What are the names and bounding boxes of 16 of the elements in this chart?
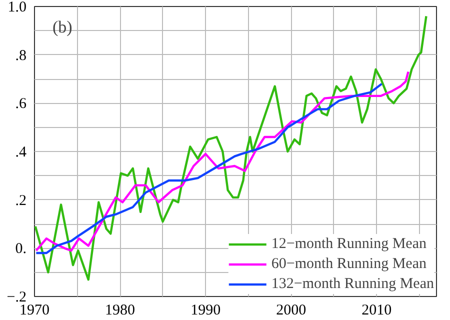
legend-label: 60−month Running Mean [271, 256, 426, 272]
legend-label: 132−month Running Mean [271, 276, 434, 292]
x-tick-label: 1970 [20, 302, 50, 318]
y-tick-label: .4 [15, 144, 27, 160]
legend-label: 12−month Running Mean [271, 236, 426, 252]
annotation: (b) [52, 18, 72, 36]
x-tick-label: 1980 [105, 302, 136, 318]
x-tick-label: 2000 [276, 302, 306, 318]
x-tick-label: 2010 [362, 302, 392, 318]
y-tick-label: 1.0 [8, 0, 26, 16]
y-tick-label: .2 [15, 192, 26, 209]
y-tick-label: .8 [15, 48, 26, 64]
y-tick-label: .6 [15, 96, 27, 112]
y-tick-label: −.2 [6, 290, 27, 306]
x-tick-label: 1990 [190, 302, 221, 318]
y-tick-label: 0. [15, 241, 26, 258]
